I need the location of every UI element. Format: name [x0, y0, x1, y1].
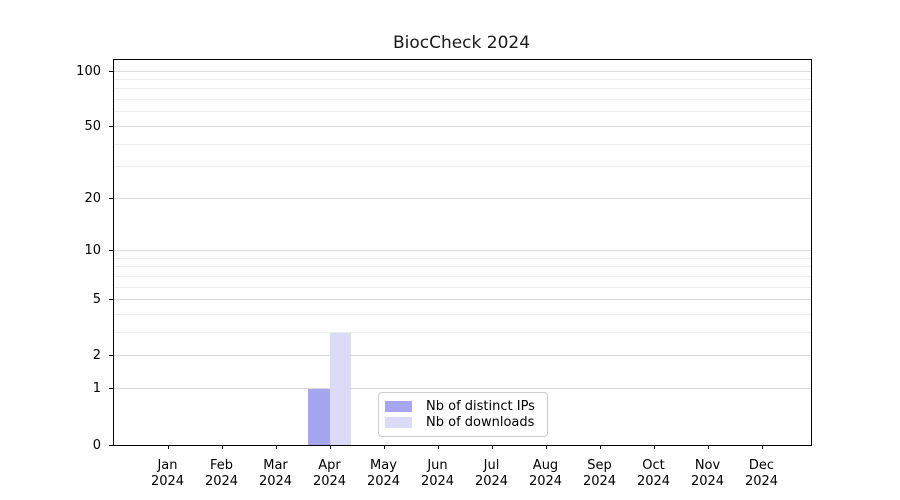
gridline-minor [114, 78, 811, 80]
y-tick-label: 100 [76, 63, 101, 79]
y-tick-label: 5 [92, 292, 101, 308]
x-tick-year: 2024 [312, 474, 347, 489]
y-tick [109, 388, 114, 390]
x-tick-label: May 2024 [352, 458, 416, 490]
bar-distinct-ips [308, 388, 330, 445]
x-tick-year: 2024 [474, 474, 509, 489]
x-tick-year: 2024 [150, 474, 185, 489]
gridline-minor [114, 257, 811, 259]
y-tick [109, 125, 114, 127]
x-tick-year: 2024 [258, 474, 293, 489]
x-tick [275, 445, 277, 449]
gridline-major [114, 299, 811, 301]
gridline-minor [114, 99, 811, 101]
x-tick [167, 445, 169, 449]
x-tick [491, 445, 493, 449]
y-tick-label: 0 [92, 437, 101, 453]
x-tick-year: 2024 [528, 474, 563, 489]
gridline-minor [114, 111, 811, 113]
gridline-major [114, 197, 811, 199]
gridline-minor [114, 88, 811, 90]
gridline-major [114, 70, 811, 72]
x-tick-year: 2024 [420, 474, 455, 489]
gridline-minor [114, 266, 811, 268]
x-tick [383, 445, 385, 449]
x-tick [761, 445, 763, 449]
x-tick-year: 2024 [636, 474, 671, 489]
x-tick-label: Mar 2024 [244, 458, 308, 490]
gridline-major [114, 388, 811, 390]
y-tick [109, 70, 114, 72]
plot-area: Nb of distinct IPs Nb of downloads 0 1 2 5 1… [76, 59, 812, 489]
x-tick [707, 445, 709, 449]
x-tick-month: Dec [748, 458, 775, 473]
x-tick-label: Oct 2024 [622, 458, 686, 490]
y-tick [109, 444, 114, 446]
gridline-minor [114, 286, 811, 288]
legend-swatch-downloads [385, 417, 412, 428]
x-tick-month: May [370, 458, 397, 473]
x-tick-month: Jan [157, 458, 178, 473]
x-tick-month: Jul [483, 458, 500, 473]
gridline-minor [114, 143, 811, 145]
x-tick-label: Feb 2024 [190, 458, 254, 490]
y-tick [109, 250, 114, 252]
x-tick-month: Feb [209, 458, 234, 473]
gridline-minor [114, 275, 811, 277]
legend-item-downloads: Nb of downloads [385, 415, 535, 430]
legend-swatch-distinct-ips [385, 401, 412, 412]
legend-label-downloads: Nb of downloads [426, 415, 535, 430]
x-tick-month: Nov [694, 458, 721, 473]
gridline-minor [114, 314, 811, 316]
bar-downloads [329, 332, 351, 445]
y-tick-label: 2 [92, 348, 101, 364]
x-tick-month: Mar [263, 458, 288, 473]
y-tick [109, 197, 114, 199]
x-tick-year: 2024 [204, 474, 239, 489]
x-tick-month: Aug [532, 458, 559, 473]
y-tick-label: 50 [84, 118, 101, 134]
x-tick-label: Sep 2024 [568, 458, 632, 490]
x-tick-label: Jun 2024 [406, 458, 470, 490]
x-tick-month: Oct [642, 458, 665, 473]
y-tick [109, 355, 114, 357]
x-tick [545, 445, 547, 449]
x-tick-year: 2024 [366, 474, 401, 489]
gridline-minor [114, 332, 811, 334]
y-tick-label: 10 [84, 243, 101, 259]
x-tick-label: Nov 2024 [676, 458, 740, 490]
x-tick-month: Apr [318, 458, 341, 473]
x-tick [599, 445, 601, 449]
x-tick-label: Jul 2024 [460, 458, 524, 490]
x-tick-label: Jan 2024 [136, 458, 200, 490]
legend-label-distinct-ips: Nb of distinct IPs [426, 399, 535, 414]
y-tick [109, 299, 114, 301]
x-tick [329, 445, 331, 449]
chart-title: BiocCheck 2024 [392, 33, 531, 53]
gridline-major [114, 250, 811, 252]
x-tick-label: Dec 2024 [730, 458, 794, 490]
x-tick [653, 445, 655, 449]
x-tick [221, 445, 223, 449]
x-tick-month: Sep [587, 458, 612, 473]
gridline-minor [114, 166, 811, 168]
y-tick-label: 1 [92, 381, 101, 397]
x-tick-label: Apr 2024 [298, 458, 362, 490]
x-tick-year: 2024 [690, 474, 725, 489]
gridline-major [114, 125, 811, 127]
legend: Nb of distinct IPs Nb of downloads [378, 392, 548, 437]
y-tick-label: 20 [84, 190, 101, 206]
legend-item-distinct-ips: Nb of distinct IPs [385, 399, 535, 414]
x-tick-month: Jun [427, 458, 448, 473]
x-tick-label: Aug 2024 [514, 458, 578, 490]
x-tick-year: 2024 [744, 474, 779, 489]
x-tick-year: 2024 [582, 474, 617, 489]
x-tick [437, 445, 439, 449]
gridline-major [114, 355, 811, 357]
